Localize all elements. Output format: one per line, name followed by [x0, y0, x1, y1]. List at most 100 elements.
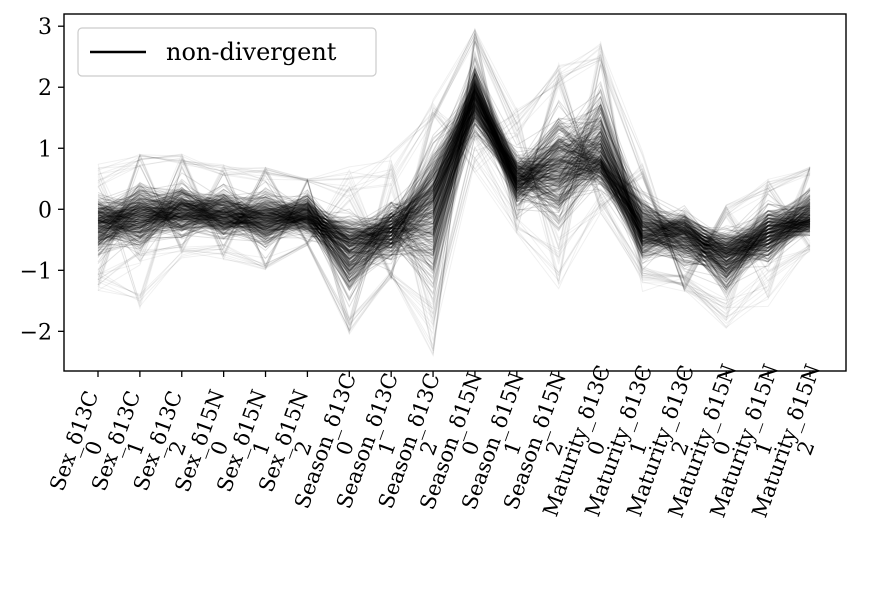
data-line — [97, 85, 811, 286]
data-line — [97, 75, 811, 272]
data-line — [97, 79, 811, 289]
data-line — [97, 104, 811, 283]
data-line — [97, 94, 811, 265]
data-line — [97, 88, 811, 269]
data-line — [97, 134, 811, 247]
data-line — [97, 106, 811, 271]
data-line — [97, 102, 811, 258]
data-line — [97, 73, 811, 263]
data-line — [97, 87, 811, 291]
data-line — [97, 94, 811, 282]
data-line — [97, 37, 811, 326]
data-line — [97, 122, 811, 240]
data-line — [97, 102, 811, 255]
data-line — [97, 44, 811, 326]
data-line — [97, 109, 811, 279]
data-line — [97, 124, 811, 265]
data-line — [97, 74, 811, 289]
data-line — [97, 100, 811, 296]
data-line — [97, 69, 811, 333]
y-tick-label: 3 — [38, 15, 52, 40]
data-line — [97, 35, 811, 354]
data-line — [97, 40, 811, 331]
data-line — [97, 98, 811, 270]
data-line — [97, 118, 811, 259]
data-line — [97, 61, 811, 332]
data-line — [97, 88, 811, 263]
data-line — [97, 100, 811, 261]
data-line — [97, 103, 811, 277]
data-line — [97, 82, 811, 249]
data-line — [97, 79, 811, 270]
data-line — [97, 57, 811, 281]
data-line — [97, 88, 811, 246]
data-line — [97, 68, 811, 270]
data-line — [97, 71, 811, 267]
data-line — [97, 108, 811, 263]
data-line — [97, 107, 811, 258]
data-line — [97, 85, 811, 332]
data-line — [97, 39, 811, 328]
data-line — [97, 71, 811, 270]
data-line — [97, 89, 811, 280]
data-line — [97, 93, 811, 253]
data-line — [97, 33, 811, 281]
data-line — [97, 83, 811, 253]
data-line — [97, 94, 811, 292]
data-line — [97, 133, 811, 263]
data-line — [97, 99, 811, 265]
data-line — [97, 117, 811, 258]
data-line — [97, 106, 811, 271]
data-line — [97, 88, 811, 254]
data-line — [97, 31, 811, 307]
data-line — [97, 77, 811, 270]
data-line — [97, 47, 811, 328]
data-line — [97, 90, 811, 271]
data-line — [97, 116, 811, 273]
data-line — [97, 76, 811, 269]
data-line — [97, 94, 811, 275]
data-line — [97, 72, 811, 324]
data-line — [97, 100, 811, 259]
data-line — [97, 75, 811, 249]
data-line — [97, 88, 811, 269]
x-axis: Sex_δ13C0Sex_δ13C1Sex_δ13C2Sex_δ15N0Sex_… — [45, 361, 825, 521]
data-line — [97, 92, 811, 251]
data-line — [97, 95, 811, 265]
data-line — [97, 81, 811, 272]
data-line — [97, 68, 811, 283]
data-line — [97, 97, 811, 254]
data-line — [97, 98, 811, 273]
data-line — [97, 99, 811, 270]
data-line — [97, 68, 811, 322]
data-line — [97, 116, 811, 257]
data-line — [97, 120, 811, 280]
data-line — [97, 112, 811, 273]
data-line — [97, 84, 811, 263]
data-line — [97, 84, 811, 261]
data-line — [97, 91, 811, 288]
data-line — [97, 40, 811, 308]
y-axis: −2 −1 0 1 2 3 — [20, 15, 64, 345]
data-line — [97, 114, 811, 252]
data-line — [97, 134, 811, 278]
data-line — [97, 124, 811, 259]
data-line — [97, 75, 811, 251]
data-line — [97, 96, 811, 255]
data-line — [97, 107, 811, 262]
data-line — [97, 111, 811, 300]
data-line — [97, 65, 811, 276]
data-line — [97, 89, 811, 271]
data-line — [97, 123, 811, 274]
data-line — [97, 96, 811, 257]
data-line — [97, 106, 811, 290]
data-line — [97, 77, 811, 308]
data-line — [97, 118, 811, 267]
data-line — [97, 82, 811, 256]
data-line — [97, 121, 811, 269]
data-line — [97, 112, 811, 275]
data-line — [97, 92, 811, 293]
data-line — [97, 68, 811, 255]
data-line — [97, 107, 811, 256]
